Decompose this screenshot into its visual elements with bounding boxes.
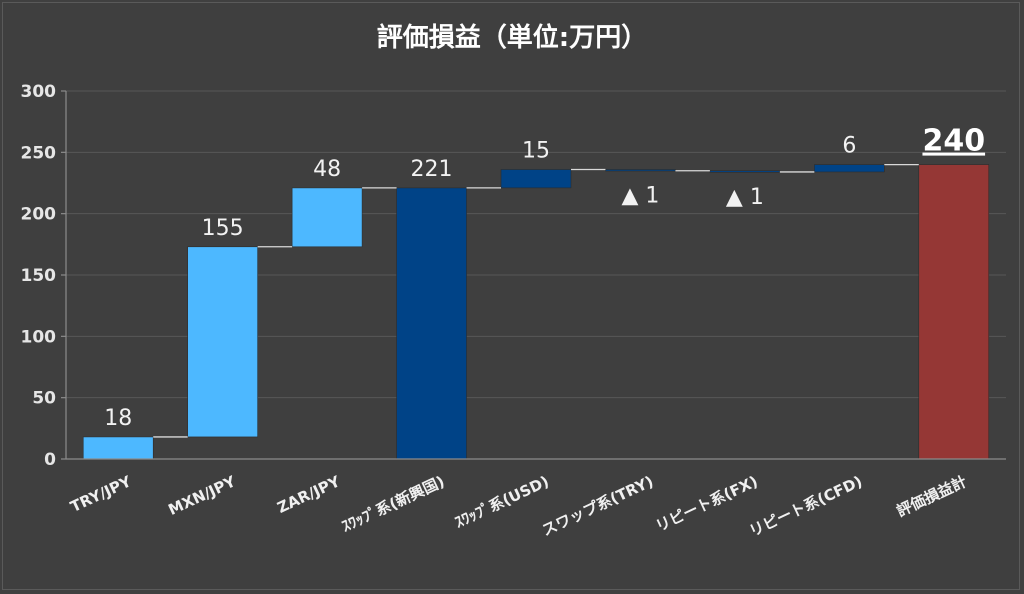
- x-tick-label: ZAR/JPY: [275, 472, 344, 517]
- data-label: 18: [104, 406, 132, 431]
- x-tick-label: 評価損益計: [894, 472, 970, 520]
- x-tick-label: MXN/JPY: [166, 472, 240, 519]
- data-label: 48: [313, 157, 341, 182]
- y-axis-ticks: 0 50 100 150 200 250 300: [21, 82, 66, 470]
- y-tick-label: 100: [21, 327, 57, 347]
- connectors: [153, 163, 919, 438]
- data-label: 155: [202, 216, 244, 241]
- bars: [82, 164, 990, 460]
- y-tick-label: 250: [21, 143, 57, 163]
- chart-title: 評価損益（単位:万円）: [377, 22, 647, 53]
- data-label: 221: [411, 157, 453, 182]
- bar-4: [396, 187, 467, 460]
- bar-3: [291, 187, 363, 248]
- y-tick-label: 0: [44, 450, 56, 470]
- bar-8: [814, 164, 885, 173]
- bar-2: [187, 246, 258, 438]
- x-tick-label: リピート系(CFD): [746, 472, 865, 540]
- bar-7: [709, 170, 781, 173]
- x-tick-label: TRY/JPY: [68, 472, 135, 516]
- bar-9: [918, 164, 990, 460]
- y-tick-label: 200: [21, 205, 57, 225]
- data-label: 15: [522, 139, 550, 164]
- x-tick-label: スワップ系(TRY): [539, 472, 656, 539]
- data-label: ▲ 1: [621, 184, 659, 209]
- y-tick-label: 150: [21, 266, 57, 286]
- x-tick-label: ｽﾜｯﾌﾟ系(USD): [452, 472, 552, 531]
- data-label: 240: [922, 124, 985, 159]
- x-tick-label: ｽﾜｯﾌﾟ系(新興国): [339, 472, 447, 535]
- data-label: 6: [842, 134, 856, 159]
- bar-6: [605, 169, 676, 172]
- data-labels: 18 155 48 221 15 ▲ 1 ▲ 1 6 240: [104, 124, 985, 431]
- bar-5: [500, 169, 572, 189]
- bar-1: [82, 436, 154, 460]
- y-tick-label: 300: [21, 82, 57, 102]
- data-label: ▲ 1: [726, 185, 764, 210]
- y-tick-label: 50: [32, 389, 56, 409]
- x-tick-label: リピート系(FX): [653, 472, 761, 535]
